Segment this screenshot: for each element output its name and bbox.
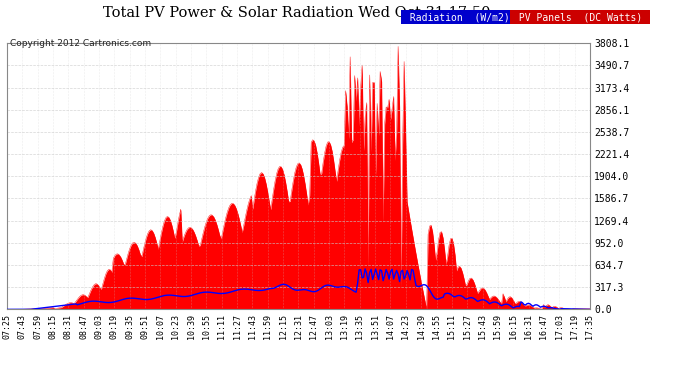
Text: Total PV Power & Solar Radiation Wed Oct 31 17:50: Total PV Power & Solar Radiation Wed Oct… — [103, 6, 491, 20]
Text: Copyright 2012 Cartronics.com: Copyright 2012 Cartronics.com — [10, 39, 152, 48]
Text: PV Panels  (DC Watts): PV Panels (DC Watts) — [513, 12, 648, 22]
Text: Radiation  (W/m2): Radiation (W/m2) — [404, 12, 515, 22]
